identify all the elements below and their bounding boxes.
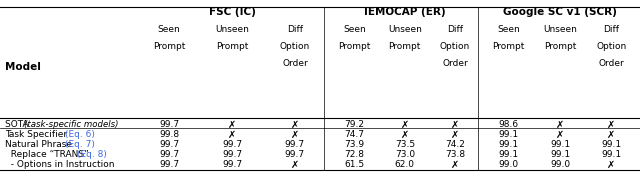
Text: 99.7: 99.7: [222, 150, 242, 159]
Text: Option: Option: [596, 42, 627, 51]
Text: IEMOCAP (ER): IEMOCAP (ER): [364, 7, 445, 17]
Text: Seen: Seen: [157, 25, 180, 34]
Text: 99.0: 99.0: [550, 160, 570, 169]
Text: 98.6: 98.6: [499, 120, 519, 129]
Text: 74.2: 74.2: [445, 140, 465, 149]
Text: Natural Phrase: Natural Phrase: [5, 140, 75, 149]
Text: Unseen: Unseen: [543, 25, 577, 34]
Text: 99.7: 99.7: [159, 140, 179, 149]
Text: (Eq. 8): (Eq. 8): [77, 150, 106, 159]
Text: 73.0: 73.0: [395, 150, 415, 159]
Text: ✗: ✗: [401, 130, 409, 140]
Text: Seen: Seen: [343, 25, 366, 34]
Text: ✗: ✗: [291, 130, 299, 140]
Text: 99.7: 99.7: [159, 150, 179, 159]
Text: ✗: ✗: [607, 120, 615, 130]
Text: 99.7: 99.7: [159, 120, 179, 129]
Text: 99.1: 99.1: [601, 140, 621, 149]
Text: 73.5: 73.5: [395, 140, 415, 149]
Text: 61.5: 61.5: [344, 160, 365, 169]
Text: (Eq. 6): (Eq. 6): [65, 130, 95, 139]
Text: Unseen: Unseen: [388, 25, 422, 34]
Text: ✗: ✗: [451, 130, 459, 140]
Text: Task Specifier: Task Specifier: [5, 130, 70, 139]
Text: 99.1: 99.1: [499, 150, 519, 159]
Text: Diff: Diff: [447, 25, 463, 34]
Text: 79.2: 79.2: [345, 120, 365, 129]
Text: Prompt: Prompt: [493, 42, 525, 51]
Text: 99.7: 99.7: [285, 140, 305, 149]
Text: ✗: ✗: [556, 120, 564, 130]
Text: Seen: Seen: [497, 25, 520, 34]
Text: ✗: ✗: [451, 160, 459, 170]
Text: (Eq. 7): (Eq. 7): [65, 140, 95, 149]
Text: Diff: Diff: [604, 25, 620, 34]
Text: 99.1: 99.1: [499, 130, 519, 139]
Text: SOTA: SOTA: [5, 120, 31, 129]
Text: 99.1: 99.1: [550, 150, 570, 159]
Text: 73.9: 73.9: [344, 140, 365, 149]
Text: FSC (IC): FSC (IC): [209, 7, 255, 17]
Text: 99.0: 99.0: [499, 160, 519, 169]
Text: 99.7: 99.7: [159, 160, 179, 169]
Text: ✗: ✗: [228, 120, 236, 130]
Text: Replace “TRANS”: Replace “TRANS”: [5, 150, 92, 159]
Text: 99.1: 99.1: [601, 150, 621, 159]
Text: Prompt: Prompt: [153, 42, 185, 51]
Text: Diff: Diff: [287, 25, 303, 34]
Text: 72.8: 72.8: [345, 150, 365, 159]
Text: 99.7: 99.7: [285, 150, 305, 159]
Text: 99.1: 99.1: [499, 140, 519, 149]
Text: ✗: ✗: [291, 160, 299, 170]
Text: ✗: ✗: [607, 160, 615, 170]
Text: Prompt: Prompt: [216, 42, 248, 51]
Text: 99.7: 99.7: [222, 140, 242, 149]
Text: 62.0: 62.0: [395, 160, 415, 169]
Text: 99.8: 99.8: [159, 130, 179, 139]
Text: 99.1: 99.1: [550, 140, 570, 149]
Text: ✗: ✗: [401, 120, 409, 130]
Text: ✗: ✗: [607, 130, 615, 140]
Text: Unseen: Unseen: [215, 25, 249, 34]
Text: ✗: ✗: [556, 130, 564, 140]
Text: Prompt: Prompt: [544, 42, 576, 51]
Text: 74.7: 74.7: [345, 130, 365, 139]
Text: Option: Option: [280, 42, 310, 51]
Text: Option: Option: [440, 42, 470, 51]
Text: Order: Order: [282, 59, 308, 68]
Text: Prompt: Prompt: [388, 42, 421, 51]
Text: Model: Model: [5, 62, 41, 72]
Text: Google SC v1 (SCR): Google SC v1 (SCR): [503, 7, 617, 17]
Text: Order: Order: [442, 59, 468, 68]
Text: (task-specific models): (task-specific models): [24, 120, 118, 129]
Text: Prompt: Prompt: [339, 42, 371, 51]
Text: ✗: ✗: [228, 130, 236, 140]
Text: Order: Order: [598, 59, 624, 68]
Text: 73.8: 73.8: [445, 150, 465, 159]
Text: - Options in Instruction: - Options in Instruction: [5, 160, 115, 169]
Text: 99.7: 99.7: [222, 160, 242, 169]
Text: ✗: ✗: [291, 120, 299, 130]
Text: ✗: ✗: [451, 120, 459, 130]
